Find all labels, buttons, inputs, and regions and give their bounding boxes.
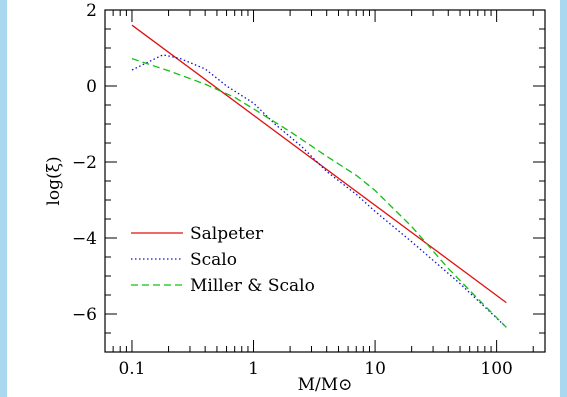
x-tick-label: 10 (364, 359, 386, 379)
series-lines (131, 24, 507, 328)
legend: Salpeter Scalo Miller & Scalo (131, 224, 315, 296)
series-line-1 (131, 54, 507, 328)
axis-tick-labels: 0.1 1 10 100 2 0 −2 −4 −6 (72, 1, 513, 379)
y-tick-label: 0 (86, 77, 97, 97)
x-tick-label: 100 (480, 359, 512, 379)
series-line-0 (131, 24, 507, 304)
y-tick-label: 2 (86, 1, 97, 21)
legend-label: Salpeter (190, 224, 264, 244)
x-tick-label: 0.1 (118, 359, 145, 379)
imf-chart: 0.1 1 10 100 2 0 −2 −4 −6 Salpeter Scalo Miller & … (44, 1, 546, 395)
legend-label: Miller & Scalo (190, 276, 315, 296)
x-axis-title: M/M⊙ (298, 375, 353, 395)
x-tick-label: 1 (248, 359, 259, 379)
y-axis-title: log(ξ) (44, 156, 64, 205)
series-line-2 (131, 57, 507, 328)
y-tick-label: −4 (72, 229, 97, 249)
y-tick-label: −6 (72, 305, 97, 325)
legend-label: Scalo (190, 250, 237, 270)
axis-ticks (104, 9, 545, 353)
y-tick-label: −2 (72, 153, 97, 173)
chart-panel: 0.1 1 10 100 2 0 −2 −4 −6 Salpeter Scalo Miller & … (7, 0, 560, 397)
